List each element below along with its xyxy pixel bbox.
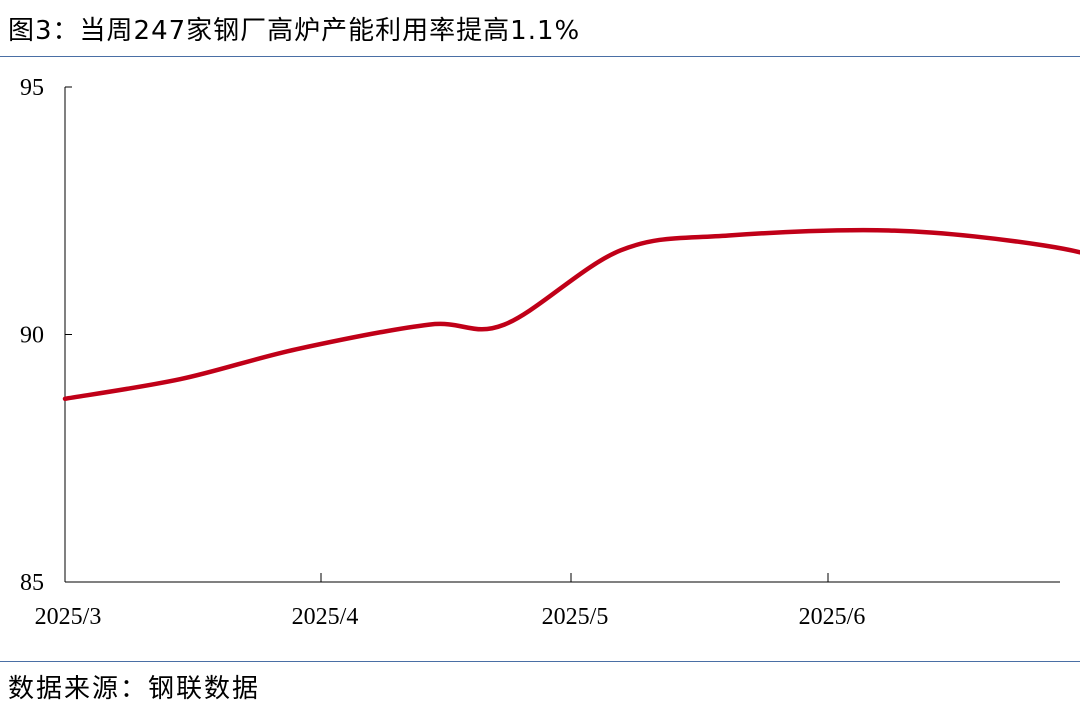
y-tick-label: 90	[20, 323, 44, 349]
chart-title: 图3：当周247家钢厂高炉产能利用率提高1.1%	[8, 16, 581, 46]
chart-ticks: 95 90 85 2025/3 2025/4 2025/5 2025/6	[20, 75, 865, 630]
data-source-note: 数据来源：钢联数据	[8, 674, 261, 704]
y-tick-label: 85	[20, 570, 44, 596]
line-chart: 95 90 85 2025/3 2025/4 2025/5 2025/6	[20, 75, 1080, 630]
chart-axes	[64, 87, 1060, 583]
y-tick-label: 95	[20, 75, 44, 101]
x-tick-label: 2025/3	[35, 604, 102, 630]
x-tick-label: 2025/6	[799, 604, 866, 630]
source-divider	[0, 661, 1080, 662]
chart-series	[62, 227, 1080, 402]
x-tick-label: 2025/4	[292, 604, 359, 630]
x-tick-label: 2025/5	[542, 604, 609, 630]
series-line	[62, 227, 1080, 402]
title-divider	[0, 56, 1080, 57]
